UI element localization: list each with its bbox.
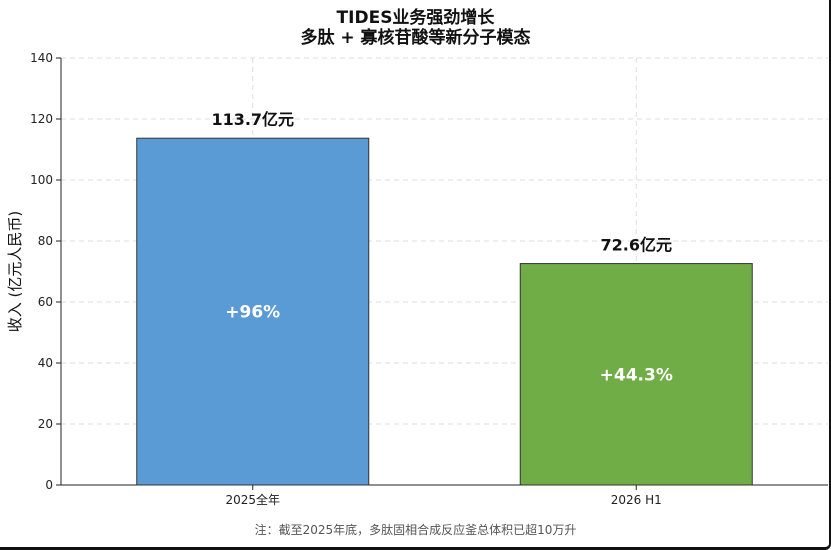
y-tick-label: 80 <box>38 234 53 248</box>
x-tick-label: 2026 H1 <box>611 493 662 507</box>
y-tick-label: 60 <box>38 295 53 309</box>
y-tick-label: 140 <box>30 51 53 65</box>
chart-subtitle: 多肽 + 寡核苷酸等新分子模态 <box>300 28 531 48</box>
growth-label: +44.3% <box>600 365 673 385</box>
footnote: 注：截至2025年底，多肽固相合成反应釜总体积已超10万升 <box>254 523 577 537</box>
value-label: 113.7亿元 <box>211 110 294 129</box>
y-axis-label: 收入 (亿元人民币) <box>6 211 24 332</box>
y-tick-label: 0 <box>45 478 53 492</box>
y-tick-label: 20 <box>38 417 53 431</box>
y-tick-label: 120 <box>30 112 53 126</box>
chart-title: TIDES业务强劲增长 <box>336 8 495 28</box>
growth-label: +96% <box>225 303 280 323</box>
y-tick-label: 40 <box>38 356 53 370</box>
bar-1 <box>136 137 370 486</box>
value-label: 72.6亿元 <box>601 236 672 255</box>
y-tick-label: 100 <box>30 173 53 187</box>
bar-2 <box>519 263 753 486</box>
x-tick-label: 2025全年 <box>225 492 280 507</box>
